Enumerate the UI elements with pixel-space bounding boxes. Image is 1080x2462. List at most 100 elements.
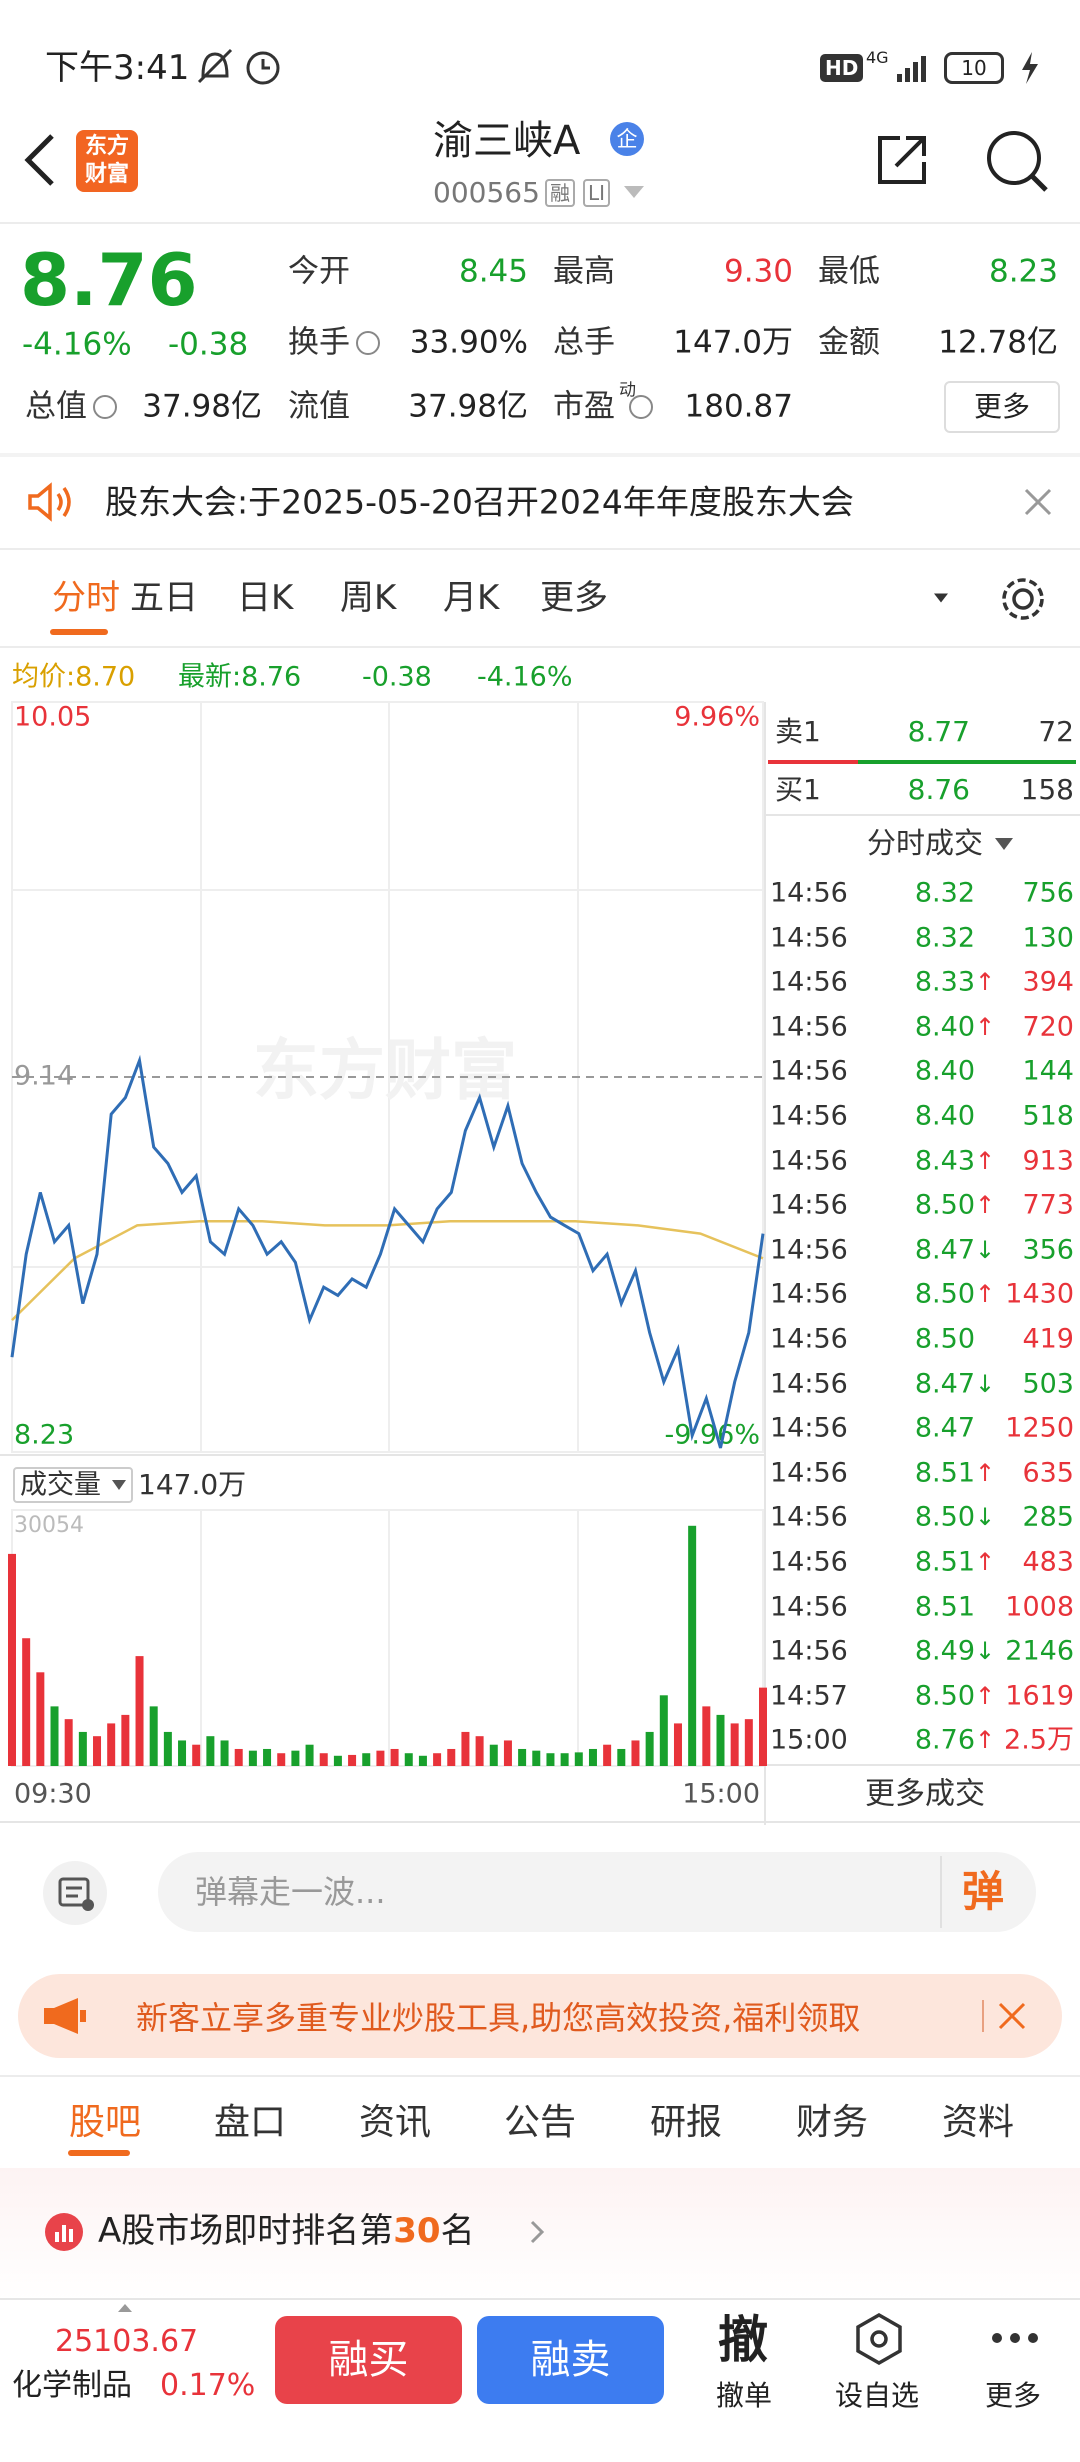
comment-input[interactable] (158, 1852, 1036, 1932)
content-tab[interactable]: 资讯 (358, 2102, 432, 2143)
chart-tab[interactable]: 更多 (540, 578, 608, 618)
content-tab[interactable]: 公告 (503, 2102, 577, 2143)
chart-tab[interactable]: 分时 (52, 578, 120, 618)
comment-icon[interactable] (40, 1860, 110, 1926)
chart-info-item: -0.38 (362, 661, 432, 693)
close-notice[interactable] (1022, 486, 1054, 518)
trade-volume: 394 (1022, 966, 1074, 998)
field-value: 147.0万 (673, 324, 793, 361)
more-menu[interactable]: 更多 (985, 2379, 1042, 2412)
volume-bar (673, 1723, 682, 1766)
volume-label[interactable]: 成交量 (20, 1470, 101, 1501)
banner-text[interactable]: 新客立享多重专业炒股工具,助您高效投资,福利领取 (136, 1999, 861, 2037)
trade-price: 8.33 (914, 966, 975, 998)
content-tab[interactable]: 股吧 (68, 2102, 142, 2143)
trade-volume: 356 (1022, 1234, 1074, 1266)
more-icon[interactable] (990, 2330, 1040, 2346)
change-pct: -4.16% (22, 326, 132, 363)
content-tab[interactable]: 资料 (941, 2102, 1015, 2143)
volume-bar (518, 1748, 527, 1766)
trade-volume: 1250 (1005, 1412, 1074, 1444)
field-value: 8.23 (988, 253, 1058, 290)
settings-button[interactable] (998, 574, 1048, 624)
more-button[interactable]: 更多 (944, 381, 1060, 433)
trade-price: 8.50 (914, 1189, 975, 1221)
close-banner[interactable] (996, 2000, 1028, 2032)
field-label: 最低 (818, 253, 880, 290)
trade-volume: 419 (1022, 1323, 1074, 1355)
stock-code: 000565 (433, 176, 540, 209)
trade-volume: 518 (1022, 1100, 1074, 1132)
danmaku-button[interactable]: 弹 (962, 1867, 1005, 1916)
trade-price: 8.51 (914, 1546, 975, 1578)
add-watchlist[interactable]: 设自选 (835, 2379, 920, 2412)
back-button[interactable] (20, 130, 60, 190)
trade-arrow: ↓ (975, 1503, 996, 1532)
trade-price: 8.40 (914, 1011, 975, 1043)
volume-bar (22, 1638, 31, 1766)
sector-name[interactable]: 化学制品 (12, 2368, 132, 2403)
info-icon[interactable] (629, 395, 653, 419)
trade-arrow: ↑ (975, 1280, 996, 1309)
volume-bar (234, 1748, 243, 1766)
cancel-order[interactable]: 撤单 (716, 2379, 773, 2412)
watchlist-icon[interactable] (854, 2312, 904, 2366)
volume-bar (107, 1723, 116, 1766)
content-tab[interactable]: 盘口 (213, 2102, 287, 2143)
trade-arrow: ↑ (975, 1012, 996, 1041)
trade-time: 14:56 (770, 966, 848, 998)
cancel-icon[interactable]: 撤 (718, 2311, 768, 2369)
volume-bar (36, 1672, 45, 1766)
chart-tab[interactable]: 五日 (130, 578, 198, 618)
volume-bar (418, 1755, 427, 1766)
trade-volume: 503 (1022, 1368, 1074, 1400)
volume-bar (291, 1750, 300, 1766)
trade-time: 14:56 (770, 1011, 848, 1043)
hd-badge: HD (820, 54, 864, 82)
separator (982, 2000, 984, 2032)
volume-bar (631, 1740, 640, 1766)
volume-bar (433, 1753, 442, 1766)
chart-tab[interactable]: 日K (237, 578, 294, 618)
ranking-text[interactable]: A股市场即时排名第30名 (98, 2214, 475, 2248)
content-tab[interactable]: 研报 (649, 2102, 723, 2143)
info-icon[interactable] (356, 331, 380, 355)
dropdown[interactable] (622, 184, 646, 200)
info-icon[interactable] (93, 395, 117, 419)
volume-bar (206, 1736, 215, 1766)
margin-buy-button[interactable]: 融买 (275, 2316, 462, 2404)
sector-change: 0.17% (160, 2368, 256, 2403)
ranking-icon (45, 2213, 83, 2251)
more-trades[interactable]: 更多成交 (865, 1777, 985, 1812)
stock-name: 渝三峡A (433, 118, 581, 164)
margin-sell-button[interactable]: 融卖 (477, 2316, 664, 2404)
share-button[interactable] (872, 130, 932, 190)
battery-level: 10 (961, 56, 987, 80)
search-button[interactable] (982, 126, 1052, 196)
comment-placeholder[interactable]: 弹幕走一波... (195, 1873, 386, 1911)
chart-tab[interactable]: 周K (340, 578, 397, 618)
trade-time: 14:56 (770, 1100, 848, 1132)
trade-arrow: ↓ (975, 1369, 996, 1398)
field-value: 37.98亿 (142, 388, 262, 425)
index-value[interactable]: 25103.67 (55, 2324, 199, 2359)
volume-bar (461, 1731, 470, 1766)
notice-text[interactable]: 股东大会:于2025-05-20召开2024年年度股东大会 (105, 482, 854, 522)
volume-bar (333, 1755, 342, 1766)
volume-bar (716, 1714, 725, 1766)
volume-bar (447, 1748, 456, 1766)
time-start: 09:30 (14, 1779, 92, 1810)
trade-volume: 2.5万 (1004, 1724, 1074, 1756)
trade-time: 14:56 (770, 1591, 848, 1623)
volume-bar (220, 1740, 229, 1766)
content-tab[interactable]: 财务 (795, 2102, 869, 2143)
battery: 10 (944, 52, 1004, 84)
volume-bar (135, 1656, 144, 1766)
promo-banner[interactable]: 新客立享多重专业炒股工具,助您高效投资,福利领取 (18, 1974, 1062, 2058)
trade-time: 14:56 (770, 1368, 848, 1400)
trades-title[interactable]: 分时成交 (867, 826, 983, 860)
order-price: 8.77 (907, 715, 970, 748)
chart-tab[interactable]: 月K (443, 578, 500, 618)
volume-bar (759, 1687, 767, 1766)
dropdown-arrow[interactable] (934, 593, 948, 603)
